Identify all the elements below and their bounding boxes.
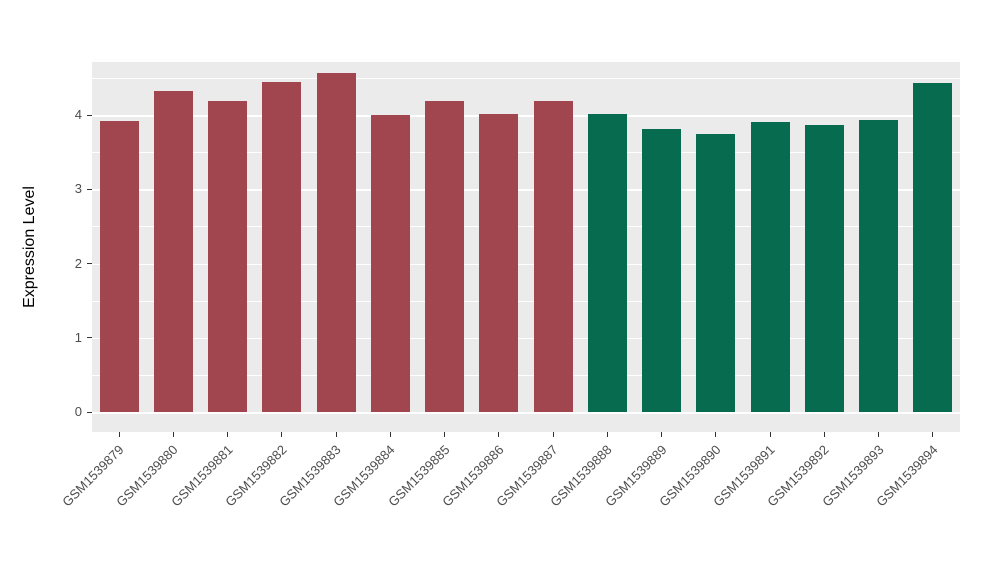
minor-gridline (92, 300, 960, 302)
bar (859, 120, 899, 412)
y-axis-title: Expression Level (21, 186, 38, 308)
x-tick-mark (172, 432, 174, 437)
bar (316, 73, 356, 412)
major-gridline (92, 189, 960, 191)
y-tick-label: 0 (74, 404, 82, 419)
bar (208, 100, 248, 412)
x-tick-mark (227, 432, 229, 437)
major-gridline (92, 337, 960, 340)
x-tick-mark (281, 432, 283, 437)
x-tick-mark (498, 432, 500, 437)
minor-gridline (92, 374, 960, 376)
x-tick-mark (715, 432, 717, 437)
x-tick-mark (118, 432, 120, 437)
bar (804, 124, 844, 412)
major-gridline (92, 412, 960, 414)
x-tick-mark (932, 432, 934, 437)
x-tick-mark (823, 432, 825, 437)
x-tick-mark (552, 432, 554, 437)
x-tick-mark (769, 432, 771, 437)
x-tick-mark (335, 432, 337, 437)
y-tick-mark (87, 188, 92, 190)
minor-gridline (92, 152, 960, 153)
x-tick-mark (444, 432, 446, 437)
x-tick-mark (878, 432, 880, 437)
bar (533, 100, 573, 412)
bar (696, 134, 736, 412)
x-tick-mark (606, 432, 608, 437)
plot-panel (92, 62, 960, 432)
x-tick-mark (389, 432, 391, 437)
bar (370, 115, 410, 412)
minor-gridline (92, 226, 960, 228)
y-tick-label: 1 (74, 329, 82, 345)
bar (587, 114, 627, 412)
bar (262, 82, 302, 412)
y-tick-mark (87, 411, 92, 413)
bar (425, 100, 465, 412)
y-tick-mark (87, 263, 92, 264)
y-tick-label: 3 (74, 181, 82, 197)
bar (750, 122, 790, 412)
y-tick-mark (87, 114, 92, 116)
bar (913, 83, 953, 412)
y-tick-mark (87, 337, 92, 339)
bar (153, 91, 193, 412)
bar (642, 129, 682, 412)
bar (479, 113, 519, 412)
major-gridline (92, 263, 960, 265)
major-gridline (92, 115, 960, 117)
x-tick-mark (661, 432, 663, 437)
y-tick-label: 4 (74, 107, 82, 122)
y-tick-label: 2 (74, 255, 82, 271)
minor-gridline (92, 77, 960, 79)
bar (99, 120, 139, 412)
